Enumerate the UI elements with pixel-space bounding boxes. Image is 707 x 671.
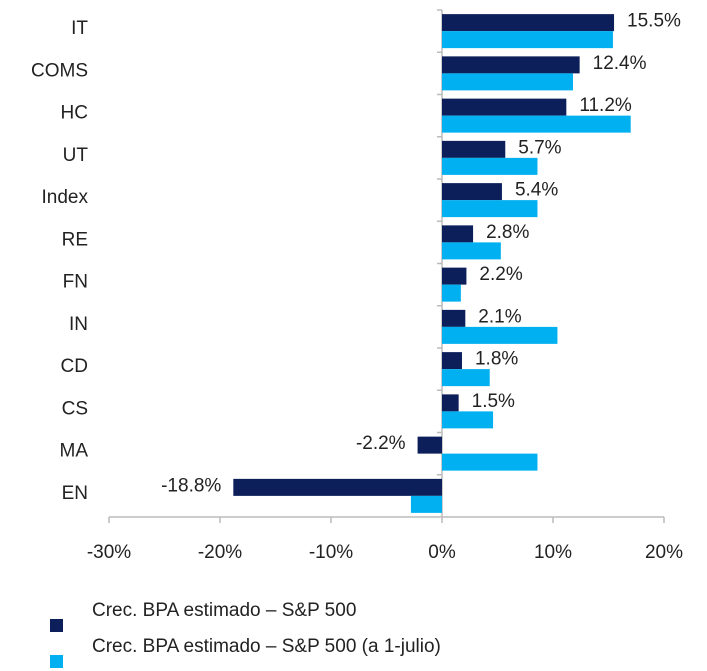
data-label: 2.1% <box>478 306 521 327</box>
y-tick-label: UT <box>63 145 89 166</box>
data-label: 12.4% <box>593 53 647 74</box>
bar <box>442 14 615 32</box>
x-tick-label: 10% <box>534 542 572 563</box>
data-label: 15.5% <box>627 11 681 32</box>
y-tick-label: FN <box>63 272 88 293</box>
x-tick-label: 20% <box>645 542 683 563</box>
y-tick-label: RE <box>62 229 88 250</box>
bar <box>442 200 538 218</box>
data-label: -18.8% <box>161 475 221 496</box>
bar <box>417 436 442 454</box>
bar <box>442 225 474 243</box>
y-tick-label: Index <box>42 187 89 208</box>
x-tick-label: 0% <box>428 542 456 563</box>
legend-swatch <box>50 619 63 632</box>
bar <box>442 411 494 429</box>
bar <box>442 453 538 471</box>
data-label: 11.2% <box>579 95 632 116</box>
x-tick-label: -10% <box>309 542 353 563</box>
legend-swatch <box>50 655 63 668</box>
data-label: 5.7% <box>518 137 561 158</box>
data-label: 5.4% <box>515 180 558 201</box>
bar <box>233 478 442 496</box>
y-tick-label: COMS <box>31 60 88 81</box>
y-tick-label: EN <box>62 483 88 504</box>
bar <box>442 352 462 370</box>
y-tick-label: CS <box>62 398 88 419</box>
y-tick-label: MA <box>60 441 89 462</box>
y-tick-label: IN <box>69 314 88 335</box>
bar <box>442 98 567 116</box>
bar <box>442 31 613 49</box>
bar <box>442 369 490 387</box>
bar <box>442 326 558 344</box>
data-label: 2.2% <box>479 264 522 285</box>
bar <box>442 140 506 158</box>
bar <box>442 115 631 133</box>
bar <box>442 183 502 201</box>
bar <box>442 242 501 260</box>
bar <box>442 56 580 74</box>
bar <box>442 309 466 327</box>
x-tick-label: -20% <box>198 542 242 563</box>
bar <box>442 267 467 285</box>
legend-label: Crec. BPA estimado – S&P 500 <box>92 600 356 621</box>
bar <box>410 495 442 513</box>
bar <box>442 394 459 412</box>
y-tick-label: CD <box>61 356 88 377</box>
legend-label: Crec. BPA estimado – S&P 500 (a 1-julio) <box>92 636 441 657</box>
bar <box>442 157 538 175</box>
y-tick-label: IT <box>71 18 88 39</box>
data-label: 1.8% <box>475 349 518 370</box>
data-label: 2.8% <box>486 222 529 243</box>
data-label: -2.2% <box>356 433 406 454</box>
y-tick-label: HC <box>61 103 88 124</box>
bar <box>442 73 573 91</box>
x-tick-label: -30% <box>87 542 131 563</box>
data-label: 1.5% <box>472 391 515 412</box>
bar <box>442 284 461 302</box>
